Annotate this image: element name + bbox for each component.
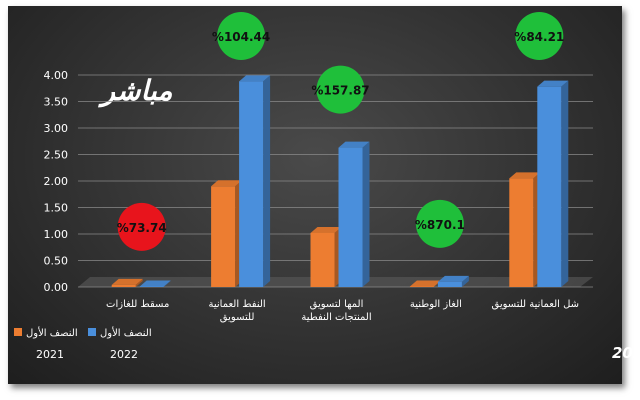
legend-period: 2021 [36,348,64,361]
bar [211,186,236,287]
y-tick-label: 0.50 [44,255,69,268]
y-tick-label: 0.00 [44,281,69,294]
x-tick-label: شل العمانية للتسويق [491,299,580,310]
bar-top [211,180,243,187]
y-tick-label: 1.00 [44,228,69,241]
legend-swatch [88,328,96,336]
bar [239,81,264,287]
change-badge [515,12,564,60]
x-tick-label: النفط العمانية للتسويق [208,299,266,323]
change-label: %104.44 [212,30,270,44]
bar-side [163,280,171,287]
change-label: %157.87 [311,84,369,98]
legend-period: 2022 [110,348,138,361]
bar-top [310,226,342,233]
bar [409,286,434,287]
bar-top [509,172,541,179]
legend-label: النصف الأول [26,326,78,339]
chart-title: الأداء المالي لقطاع تسويق النفط والغازال… [612,343,640,362]
change-label: %84.21 [514,30,564,44]
legend-swatch [14,328,22,336]
x-tick-label: المها لتسويق المنتجات النفطية [301,299,372,323]
x-tick-label: مسقط للغازات [106,299,170,310]
bar [310,232,335,287]
bar-top [139,280,171,287]
bar-top [338,141,370,148]
bar-side [135,278,143,287]
legend-label: النصف الأول [100,326,152,339]
y-tick-label: 4.00 [44,69,69,82]
change-badge [217,12,266,60]
bar-side [561,80,569,287]
bar [338,147,363,287]
y-tick-label: 1.50 [44,202,69,215]
bar-side [362,141,370,287]
bar-top [239,75,271,82]
bar [437,281,462,287]
change-badge [316,65,365,114]
bar [111,284,136,287]
bar [509,178,534,287]
bar-top [409,280,441,287]
bar-side [461,275,469,287]
x-tick-label: الغاز الوطنية [409,299,462,310]
change-label: %73.74 [117,221,167,235]
y-tick-label: 2.50 [44,149,69,162]
y-tick-label: 2.00 [44,175,69,188]
bar-top [111,278,143,285]
bar [139,286,164,287]
logo: مباشر [98,74,173,108]
bar [537,86,562,287]
y-tick-label: 3.00 [44,122,69,135]
bar-side [263,75,271,287]
y-tick-label: 3.50 [44,96,69,109]
change-label: %870.1 [415,218,465,232]
bar-top [537,80,569,87]
change-badge [415,199,464,248]
change-badge [117,202,166,251]
bar-top [437,275,469,282]
